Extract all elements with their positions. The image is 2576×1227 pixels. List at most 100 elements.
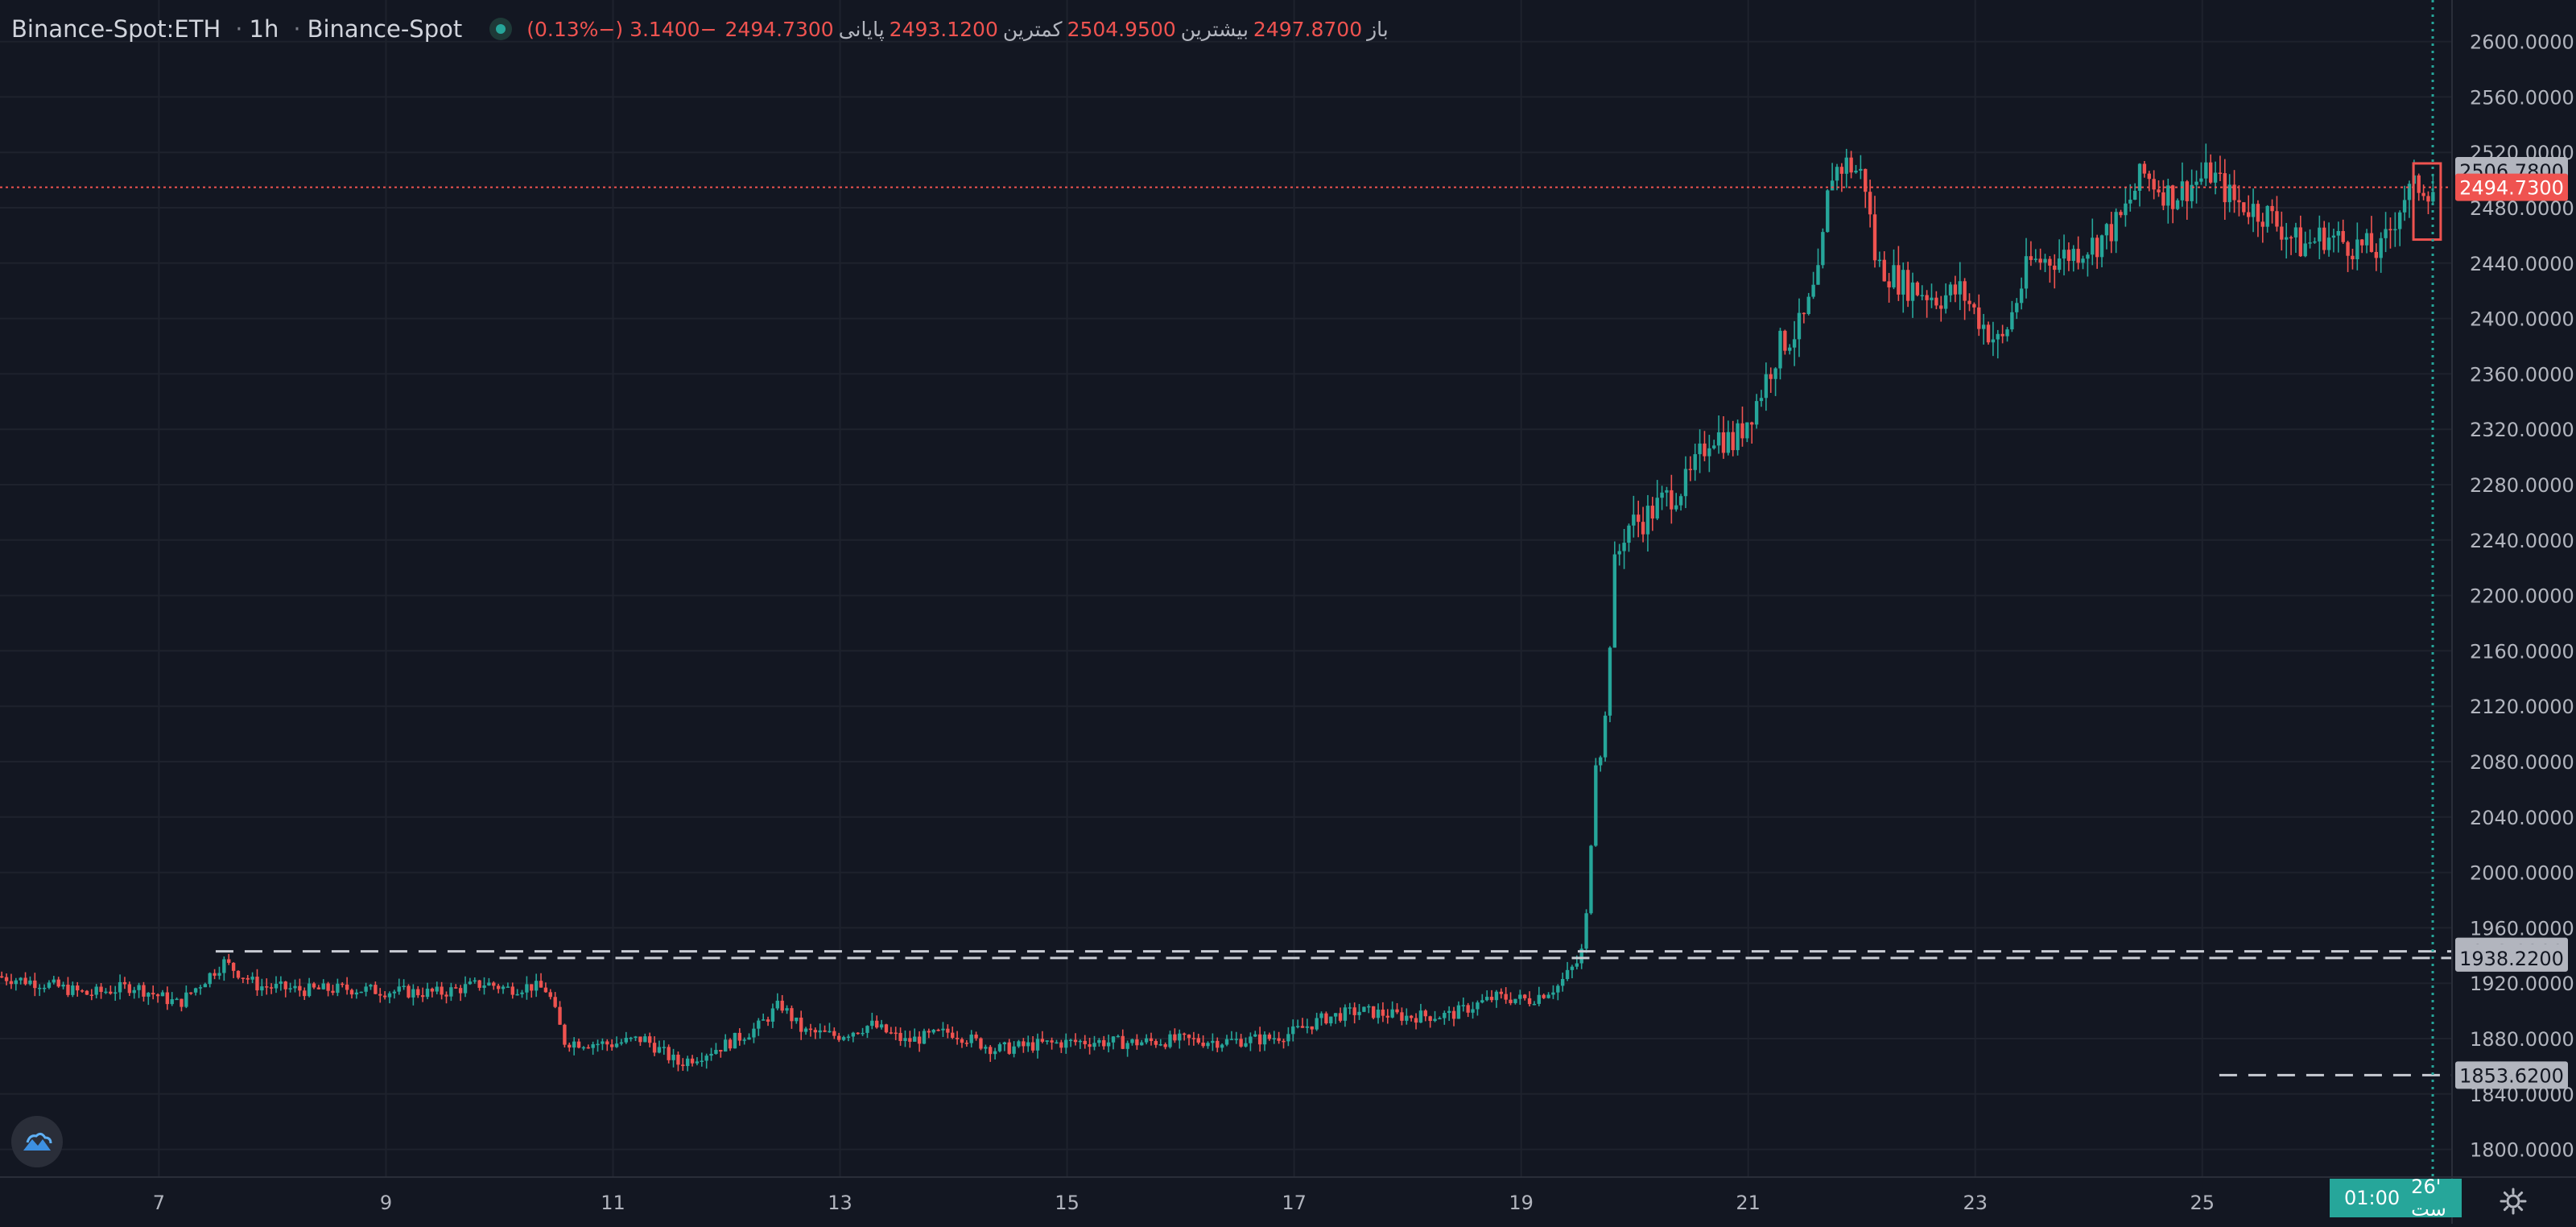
candle-body <box>501 986 506 989</box>
price-tick-label: 2520.0000 <box>2470 142 2574 164</box>
candle-body <box>922 1031 927 1044</box>
candle-body <box>1300 1026 1305 1028</box>
candle-body <box>1262 1034 1267 1045</box>
candle-body <box>1561 978 1565 986</box>
candle-body <box>667 1047 671 1060</box>
interval-label[interactable]: 1h <box>249 15 279 43</box>
candle-body <box>1158 1044 1162 1046</box>
candle-body <box>1963 281 1967 301</box>
candle-body <box>2071 249 2075 262</box>
candle-body <box>780 1000 784 1011</box>
candle-body <box>1451 1010 1456 1019</box>
price-level-badge-label: 1853.6200 <box>2459 1064 2564 1087</box>
candle-body <box>374 985 378 994</box>
candle-body <box>1816 265 1820 285</box>
time-tick-label: 17 <box>1282 1192 1307 1214</box>
market-status-icon <box>489 18 513 40</box>
candle-body <box>1759 398 1764 402</box>
candle-body <box>1068 1039 1073 1041</box>
candle-body <box>534 981 539 991</box>
candle-body <box>2208 162 2213 183</box>
candle-body <box>1163 1044 1167 1047</box>
candle-body <box>2331 235 2336 238</box>
candle-body <box>2124 203 2128 216</box>
candle-body <box>1191 1038 1196 1039</box>
candle-body <box>1905 270 1910 301</box>
candle-body <box>1371 1006 1376 1018</box>
candle-body <box>1078 1040 1083 1043</box>
candle-body <box>425 988 430 998</box>
candle-body <box>757 1020 761 1029</box>
candle-body <box>2114 212 2118 242</box>
candle-body <box>662 1047 666 1048</box>
candle-body <box>1012 1046 1016 1054</box>
candle-body <box>236 970 241 978</box>
candle-body <box>832 1031 836 1036</box>
candle-body <box>917 1036 922 1044</box>
symbol-name[interactable]: Binance-Spot:ETH <box>11 15 221 43</box>
candle-body <box>89 994 94 996</box>
price-level-badge-label: 1938.2200 <box>2459 948 2564 970</box>
candle-body <box>1494 991 1499 1001</box>
candle-body <box>586 1047 590 1049</box>
candle-body <box>411 989 415 998</box>
candle-body <box>165 992 170 1005</box>
candle-body <box>1064 1039 1068 1048</box>
candle-body <box>487 982 491 985</box>
candle-body <box>1234 1039 1238 1040</box>
candle-body <box>596 1043 600 1046</box>
candle-body <box>444 994 448 997</box>
candle-body <box>1608 647 1612 716</box>
candle-body <box>208 973 212 985</box>
price-tick-label: 2560.0000 <box>2470 86 2574 109</box>
crosshair-date: 26' ست <box>2411 1175 2446 1221</box>
candle-body <box>33 980 37 989</box>
candle-body <box>2199 178 2203 182</box>
candle-body <box>175 998 179 1001</box>
candle-body <box>568 1044 572 1048</box>
candle-body <box>2053 265 2057 271</box>
candle-body <box>515 994 519 996</box>
candle-body <box>2048 258 2052 266</box>
price-tick-label: 2600.0000 <box>2470 31 2574 54</box>
candle-body <box>1144 1038 1149 1043</box>
candle-body <box>506 986 510 988</box>
candle-body <box>989 1047 993 1055</box>
candle-body <box>951 1032 955 1039</box>
candle-body <box>1632 514 1636 526</box>
candle-body <box>723 1039 728 1052</box>
time-tick-label: 19 <box>1509 1192 1534 1214</box>
candle-body <box>222 959 226 973</box>
candle-body <box>1877 259 1882 262</box>
cloud-logo-icon[interactable] <box>11 1116 63 1167</box>
candle-body <box>1466 1005 1470 1013</box>
candle-body <box>1589 845 1593 914</box>
candle-body <box>795 1017 799 1022</box>
candle-body <box>1305 1026 1310 1028</box>
candle-body <box>76 985 80 991</box>
gear-icon[interactable] <box>2499 1187 2528 1216</box>
exchange-label: Binance-Spot <box>307 15 463 43</box>
candle-body <box>1603 715 1608 758</box>
candle-body <box>1409 1015 1414 1018</box>
candle-body <box>704 1056 708 1061</box>
candle-body <box>1527 998 1532 1005</box>
candle-body <box>766 1019 770 1022</box>
candle-body <box>2104 224 2109 236</box>
candle-body <box>2033 258 2037 260</box>
candle-body <box>1030 1042 1035 1051</box>
candle-body <box>2393 229 2397 231</box>
candle-body <box>1821 232 1825 266</box>
candle-body <box>23 977 27 985</box>
candle-body <box>941 1028 945 1031</box>
candle-body <box>2223 173 2227 203</box>
candle-body <box>382 995 387 998</box>
price-tick-label: 2120.0000 <box>2470 696 2574 718</box>
candle-body <box>1915 282 1920 295</box>
candle-body <box>38 987 42 989</box>
candle-body <box>609 1044 614 1047</box>
candle-body <box>463 984 468 994</box>
candle-body <box>1599 757 1603 766</box>
